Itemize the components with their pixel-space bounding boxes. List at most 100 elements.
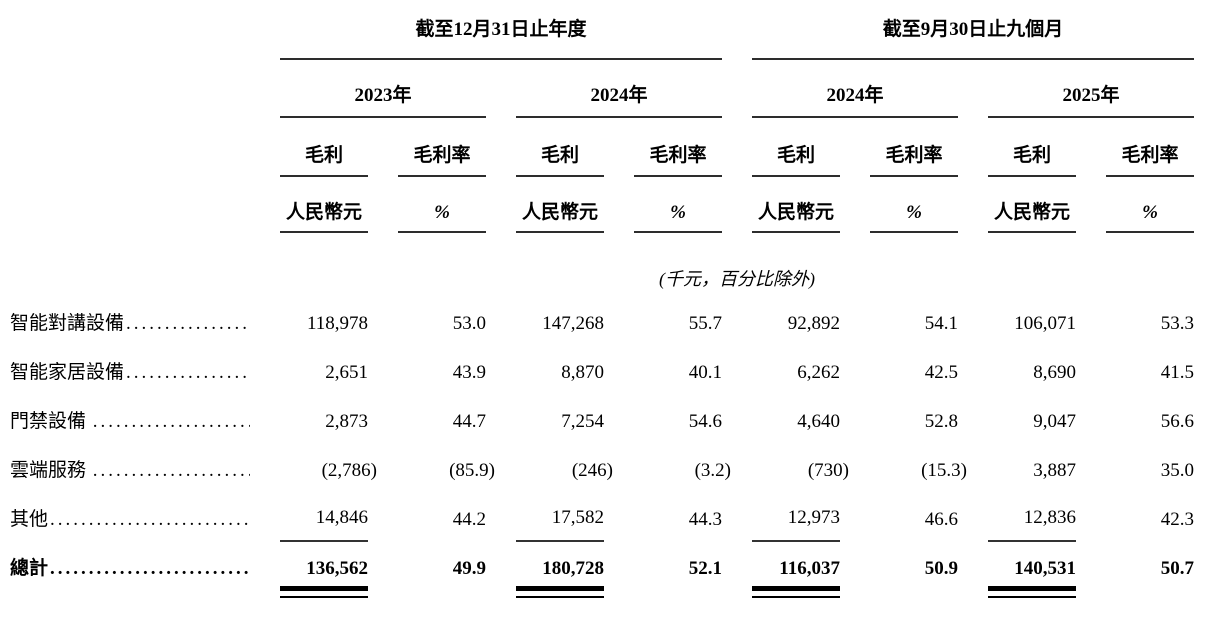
gross-margin-value: 42.5: [924, 362, 958, 383]
gross-margin-value: 43.9: [452, 362, 486, 383]
gross-margin-value: 41.5: [1160, 362, 1194, 383]
row-label-text: 智能家居設備: [10, 362, 125, 383]
unit-header-rmb: 人民幣元: [752, 201, 840, 233]
measure-header-gross-margin: 毛利率: [870, 144, 958, 177]
table-row: 智能家居設備 .......................... 2,651 …: [0, 346, 1222, 395]
gross-margin-value: 49.9: [452, 558, 486, 579]
gross-margin-value: 44.7: [452, 411, 486, 432]
gross-margin-value: 55.7: [688, 313, 722, 334]
gross-margin-value: 52.1: [688, 558, 722, 579]
gross-profit-value: 7,254: [561, 411, 604, 432]
period-group-year-ended-dec31: 截至12月31日止年度: [280, 18, 722, 60]
gross-margin-value: 50.9: [924, 558, 958, 579]
gross-margin-value: 42.3: [1160, 509, 1194, 530]
unit-header-rmb: 人民幣元: [516, 201, 604, 233]
year-header-2025-9m: 2025年: [988, 84, 1194, 118]
row-label: 智能對講設備 ..........................: [10, 297, 250, 346]
unit-header-percent: %: [1106, 201, 1194, 233]
gross-profit-value: 4,640: [797, 411, 840, 432]
gross-profit-value: 140,531: [988, 542, 1076, 598]
gross-margin-value: 53.3: [1160, 313, 1194, 334]
gross-profit-value: 6,262: [797, 362, 840, 383]
leader-dots: ..........................: [50, 558, 250, 579]
row-label: 其他 ..........................: [10, 493, 250, 542]
table-row: 其他 .......................... 14,846 44.…: [0, 493, 1222, 542]
row-label: 門禁設備 ..........................: [10, 395, 250, 444]
gross-profit-value: 106,071: [1014, 313, 1076, 334]
measure-header-row: 毛利 毛利率 毛利 毛利率 毛利 毛利率 毛利 毛利率: [0, 118, 1222, 177]
year-header-2024-9m: 2024年: [752, 84, 958, 118]
gross-margin-value: 40.1: [688, 362, 722, 383]
gross-profit-value: (2,786): [321, 460, 377, 481]
unit-note: (千元，百分比除外): [659, 269, 815, 289]
row-label-text: 其他: [10, 509, 49, 530]
gross-profit-value: 2,873: [325, 411, 368, 432]
gross-profit-value: 12,973: [752, 493, 840, 542]
gross-margin-value: 44.3: [688, 509, 722, 530]
gross-profit-table: 截至12月31日止年度 截至9月30日止九個月 2023年 2024年 2024…: [0, 0, 1222, 598]
gross-profit-value: 9,047: [1033, 411, 1076, 432]
gross-margin-value: 52.8: [924, 411, 958, 432]
gross-profit-value: (730): [807, 460, 849, 481]
gross-profit-value: 2,651: [325, 362, 368, 383]
gross-profit-value: 136,562: [280, 542, 368, 598]
table-row: 雲端服務 .......................... (2,786) …: [0, 444, 1222, 493]
unit-header-rmb: 人民幣元: [988, 201, 1076, 233]
gross-margin-value: 53.0: [452, 313, 486, 334]
measure-header-gross-profit: 毛利: [516, 144, 604, 177]
measure-header-gross-margin: 毛利率: [634, 144, 722, 177]
year-header-2024: 2024年: [516, 84, 722, 118]
gross-profit-value: 147,268: [542, 313, 604, 334]
leader-dots: ..........................: [50, 509, 250, 530]
gross-profit-value: 3,887: [1033, 460, 1076, 481]
table-row: 門禁設備 .......................... 2,873 44…: [0, 395, 1222, 444]
gross-profit-value: 92,892: [787, 313, 840, 334]
unit-header-row: 人民幣元 % 人民幣元 % 人民幣元 % 人民幣元 %: [0, 177, 1222, 233]
leader-dots: ..........................: [126, 313, 250, 334]
gross-margin-value: (15.3): [921, 460, 967, 481]
gross-profit-value: 17,582: [516, 493, 604, 542]
gross-profit-value: 180,728: [516, 542, 604, 598]
leader-dots: ..........................: [92, 411, 250, 432]
measure-header-gross-margin: 毛利率: [398, 144, 486, 177]
measure-header-gross-profit: 毛利: [988, 144, 1076, 177]
row-label-text: 總計: [10, 558, 49, 579]
leader-dots: ..........................: [126, 362, 250, 383]
table-body: 智能對講設備 .......................... 118,97…: [0, 297, 1222, 598]
unit-header-rmb: 人民幣元: [280, 201, 368, 233]
row-label-text: 門禁設備: [10, 411, 91, 432]
unit-header-percent: %: [870, 201, 958, 233]
period-group-nine-months-sep30: 截至9月30日止九個月: [752, 18, 1194, 60]
gross-margin-value: 54.1: [924, 313, 958, 334]
row-label-text: 智能對講設備: [10, 313, 125, 334]
period-header-row: 截至12月31日止年度 截至9月30日止九個月: [0, 0, 1222, 60]
gross-margin-value: 46.6: [924, 509, 958, 530]
measure-header-gross-margin: 毛利率: [1106, 144, 1194, 177]
unit-note-row: (千元，百分比除外): [0, 233, 1222, 291]
unit-header-percent: %: [634, 201, 722, 233]
gross-margin-value: 56.6: [1160, 411, 1194, 432]
gross-margin-value: (85.9): [449, 460, 495, 481]
row-label: 總計 ..........................: [10, 542, 250, 591]
gross-profit-value: 8,870: [561, 362, 604, 383]
gross-margin-value: 44.2: [452, 509, 486, 530]
gross-profit-value: 8,690: [1033, 362, 1076, 383]
gross-profit-value: 12,836: [988, 493, 1076, 542]
row-label: 雲端服務 ..........................: [10, 444, 250, 493]
year-header-row: 2023年 2024年 2024年 2025年: [0, 60, 1222, 118]
gross-margin-value: 50.7: [1160, 558, 1194, 579]
row-label-text: 雲端服務: [10, 460, 91, 481]
measure-header-gross-profit: 毛利: [752, 144, 840, 177]
measure-header-gross-profit: 毛利: [280, 144, 368, 177]
gross-profit-value: 116,037: [752, 542, 840, 598]
table-row: 智能對講設備 .......................... 118,97…: [0, 297, 1222, 346]
unit-header-percent: %: [398, 201, 486, 233]
gross-margin-value: 35.0: [1160, 460, 1194, 481]
year-header-2023: 2023年: [280, 84, 486, 118]
gross-margin-value: 54.6: [688, 411, 722, 432]
row-label: 智能家居設備 ..........................: [10, 346, 250, 395]
gross-margin-value: (3.2): [694, 460, 731, 481]
leader-dots: ..........................: [92, 460, 250, 481]
gross-profit-value: 14,846: [280, 493, 368, 542]
table-row: 總計 .......................... 136,562 49…: [0, 542, 1222, 598]
